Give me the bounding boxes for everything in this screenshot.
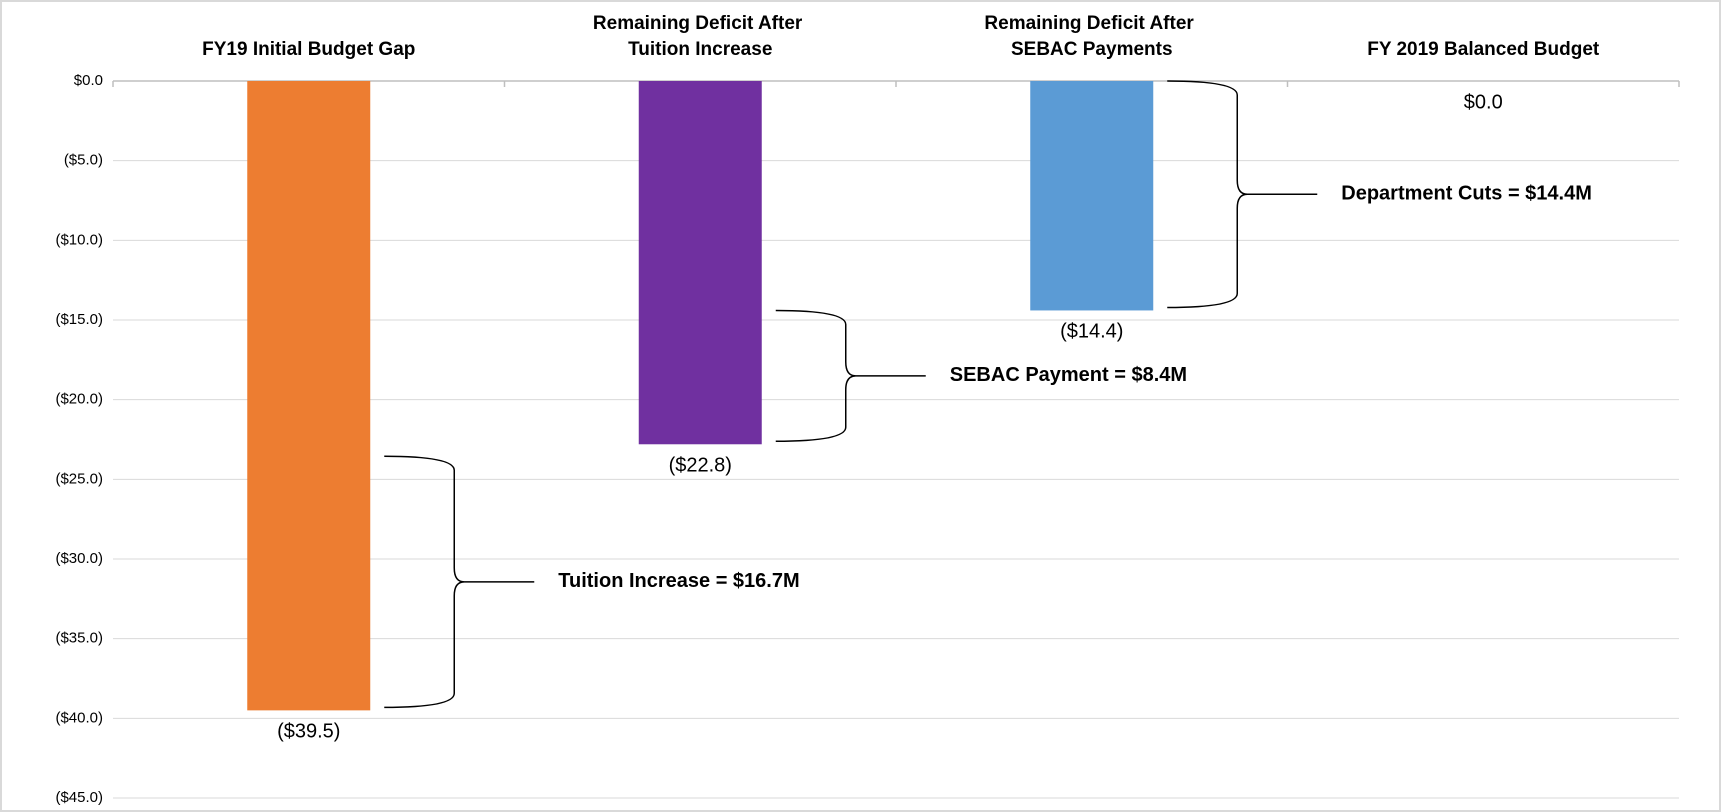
annotation: Tuition Increase = $16.7M <box>558 570 799 592</box>
y-tick-label: ($40.0) <box>55 709 103 726</box>
brace <box>384 455 535 709</box>
bar <box>638 81 762 445</box>
y-tick-label: ($10.0) <box>55 231 103 248</box>
y-tick-label: ($30.0) <box>55 550 103 567</box>
bar <box>1030 81 1154 311</box>
y-tick-label: ($45.0) <box>55 789 103 806</box>
y-tick-label: ($5.0) <box>64 152 103 169</box>
value-label: ($22.8) <box>669 455 732 477</box>
brace <box>775 309 926 443</box>
brace <box>1167 80 1318 309</box>
annotation: SEBAC Payment = $8.4M <box>950 364 1187 386</box>
y-tick-label: $0.0 <box>74 72 103 89</box>
value-label: ($39.5) <box>277 721 340 743</box>
value-label: $0.0 <box>1464 91 1503 113</box>
value-label: ($14.4) <box>1060 321 1123 343</box>
y-tick-label: ($35.0) <box>55 630 103 647</box>
category-label: FY 2019 Balanced Budget <box>1367 39 1600 60</box>
annotation: Department Cuts = $14.4M <box>1341 183 1592 205</box>
category-label: Remaining Deficit After SEBAC Payments <box>984 13 1199 60</box>
y-tick-label: ($20.0) <box>55 391 103 408</box>
y-tick-label: ($15.0) <box>55 311 103 328</box>
bar <box>247 81 371 711</box>
category-label: FY19 Initial Budget Gap <box>202 39 415 60</box>
category-label: Remaining Deficit After Tuition Increase <box>593 13 808 60</box>
y-tick-label: ($25.0) <box>55 470 103 487</box>
